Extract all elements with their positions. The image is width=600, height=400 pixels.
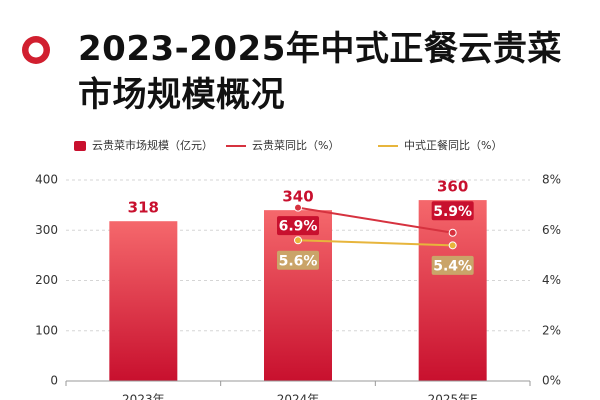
x-category-label: 2023年 — [122, 393, 165, 400]
data-badge-0 — [277, 216, 319, 236]
bar-2025年E — [418, 200, 487, 381]
y-left-tick-label: 300 — [35, 223, 58, 237]
x-category-label: 2025年E — [428, 393, 478, 400]
legend-label-chinese-yoy: 中式正餐同比（%） — [404, 138, 502, 152]
series-point — [448, 241, 457, 250]
series-line-0 — [297, 206, 453, 234]
title-bullet-icon — [22, 36, 50, 64]
data-badge-1 — [277, 250, 319, 270]
page-title: 2023-2025年中式正餐云贵菜市场规模概况 — [78, 29, 562, 115]
y-left-tick-label: 200 — [35, 273, 58, 287]
y-left-tick-label: 400 — [35, 173, 58, 187]
series-line-1 — [297, 239, 453, 247]
data-badge-1 — [431, 255, 474, 275]
legend: 云贵菜市场规模（亿元） 云贵菜同比（%） 中式正餐同比（%） — [74, 138, 502, 152]
bar-value-label: 360 — [437, 178, 468, 196]
y-right-tick-label: 8% — [542, 173, 561, 187]
data-badge-label: 5.9% — [433, 204, 472, 220]
bar-2023年 — [109, 221, 178, 381]
bar-value-label: 340 — [282, 188, 313, 206]
x-category-label: 2024年 — [277, 393, 320, 400]
y-right-tick-label: 0% — [542, 374, 561, 388]
bar-value-label: 318 — [128, 199, 159, 217]
bar-2024年 — [264, 210, 332, 381]
data-badge-0 — [431, 201, 474, 221]
legend-label-market-size: 云贵菜市场规模（亿元） — [92, 138, 213, 152]
data-badge-label: 6.9% — [279, 219, 318, 235]
y-left-tick-label: 100 — [35, 323, 58, 337]
y-right-tick-label: 6% — [542, 223, 561, 237]
series-point — [294, 236, 302, 245]
y-left-tick-label: 0 — [50, 374, 58, 388]
y-right-tick-label: 4% — [542, 273, 561, 287]
y-right-tick-label: 2% — [542, 323, 561, 337]
legend-label-yunnan-yoy: 云贵菜同比（%） — [252, 139, 339, 152]
data-badge-label: 5.6% — [279, 253, 318, 269]
series-point — [294, 203, 302, 212]
legend-swatch-bar — [74, 141, 86, 151]
series-point — [448, 228, 457, 237]
data-badge-label: 5.4% — [433, 258, 472, 274]
